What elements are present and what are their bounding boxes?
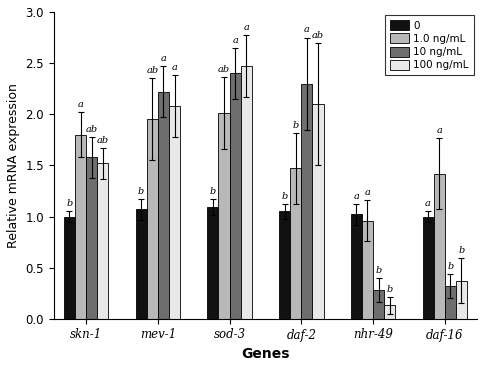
Text: ab: ab (86, 125, 98, 134)
Text: a: a (436, 126, 442, 135)
Bar (290, 169, 302, 319)
Text: a: a (161, 54, 166, 63)
Text: ab: ab (218, 66, 230, 74)
Text: b: b (138, 187, 144, 196)
Bar (241, 66, 252, 319)
Text: b: b (458, 246, 465, 255)
X-axis label: Genes: Genes (241, 347, 290, 361)
Text: ab: ab (146, 66, 158, 75)
Text: b: b (66, 199, 73, 208)
Text: a: a (77, 100, 84, 109)
Bar (64, 216, 75, 319)
Bar (456, 281, 467, 319)
Bar (302, 84, 313, 319)
Text: b: b (376, 266, 382, 275)
Bar (313, 104, 323, 319)
Text: b: b (293, 121, 299, 130)
Bar (207, 207, 218, 319)
Text: b: b (387, 285, 393, 294)
Bar (218, 113, 229, 319)
Text: a: a (232, 36, 238, 45)
Text: b: b (447, 262, 454, 271)
Bar (147, 119, 158, 319)
Bar (158, 92, 169, 319)
Bar (136, 209, 147, 319)
Text: a: a (304, 25, 310, 35)
Text: a: a (364, 188, 370, 197)
Bar (169, 106, 180, 319)
Text: a: a (353, 192, 359, 201)
Text: ab: ab (312, 31, 324, 39)
Bar (229, 73, 241, 319)
Bar (434, 174, 445, 319)
Bar (423, 216, 434, 319)
Y-axis label: Relative mRNA expression: Relative mRNA expression (7, 83, 20, 248)
Bar (384, 305, 395, 319)
Bar (97, 163, 108, 319)
Bar (279, 211, 290, 319)
Bar (75, 135, 86, 319)
Text: b: b (282, 192, 288, 201)
Bar (362, 220, 373, 319)
Text: a: a (425, 199, 431, 208)
Bar (86, 157, 97, 319)
Bar (373, 290, 384, 319)
Bar (445, 286, 456, 319)
Legend: 0, 1.0 ng/mL, 10 ng/mL, 100 ng/mL: 0, 1.0 ng/mL, 10 ng/mL, 100 ng/mL (385, 15, 474, 75)
Text: a: a (172, 63, 178, 72)
Text: a: a (243, 24, 249, 32)
Bar (351, 215, 362, 319)
Text: b: b (210, 187, 216, 196)
Text: ab: ab (97, 136, 109, 145)
